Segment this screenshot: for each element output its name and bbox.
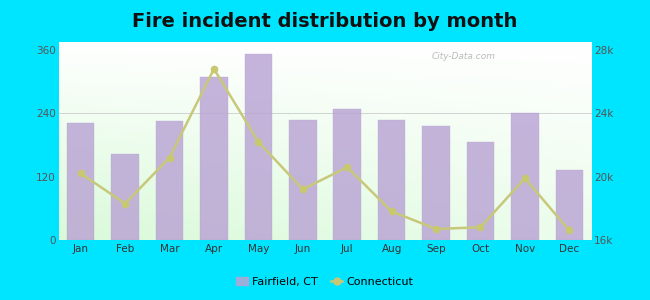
Text: City-Data.com: City-Data.com: [432, 52, 495, 61]
Bar: [67, 123, 94, 240]
Bar: [511, 113, 539, 240]
Text: Fire incident distribution by month: Fire incident distribution by month: [133, 12, 517, 31]
Bar: [556, 170, 583, 240]
Bar: [156, 121, 183, 240]
Bar: [200, 77, 227, 240]
Bar: [289, 120, 317, 240]
Bar: [111, 154, 139, 240]
Bar: [467, 142, 494, 240]
Bar: [244, 54, 272, 240]
Bar: [378, 120, 406, 240]
Bar: [422, 127, 450, 240]
Legend: Fairfield, CT, Connecticut: Fairfield, CT, Connecticut: [232, 273, 418, 291]
Bar: [333, 109, 361, 240]
